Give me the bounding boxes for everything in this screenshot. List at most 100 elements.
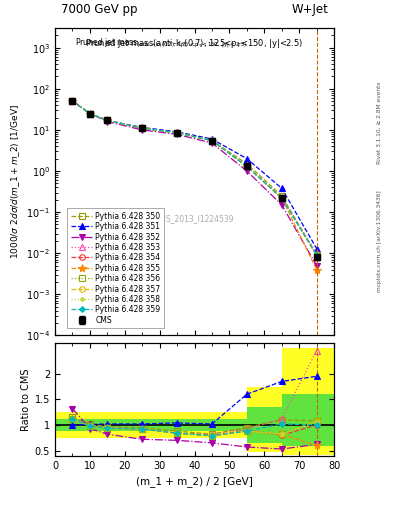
Pythia 6.428 351 [105, 117, 110, 123]
Pythia 6.428 350 [175, 130, 180, 136]
Pythia 6.428 355 [140, 125, 145, 131]
Pythia 6.428 352 [140, 127, 145, 133]
Pythia 6.428 351 [175, 129, 180, 135]
Pythia 6.428 350 [140, 125, 145, 131]
Pythia 6.428 357 [140, 125, 145, 131]
Pythia 6.428 351 [88, 111, 92, 117]
Pythia 6.428 350 [279, 193, 284, 199]
Pythia 6.428 352 [314, 263, 319, 269]
Pythia 6.428 353 [140, 125, 145, 131]
Pythia 6.428 358 [175, 130, 180, 136]
Line: Pythia 6.428 355: Pythia 6.428 355 [68, 97, 321, 274]
Pythia 6.428 350 [209, 138, 214, 144]
Pythia 6.428 354 [70, 98, 75, 104]
Pythia 6.428 358 [314, 252, 319, 258]
Line: Pythia 6.428 359: Pythia 6.428 359 [70, 99, 319, 257]
Pythia 6.428 351 [209, 136, 214, 142]
Pythia 6.428 358 [140, 125, 145, 131]
Pythia 6.428 350 [244, 161, 249, 167]
Pythia 6.428 352 [244, 168, 249, 174]
Pythia 6.428 358 [105, 117, 110, 123]
Pythia 6.428 354 [244, 163, 249, 169]
Pythia 6.428 353 [209, 138, 214, 144]
Line: Pythia 6.428 352: Pythia 6.428 352 [70, 98, 320, 268]
Text: mcplots.cern.ch [arXiv:1306.3436]: mcplots.cern.ch [arXiv:1306.3436] [377, 190, 382, 291]
Pythia 6.428 355 [314, 266, 319, 272]
Pythia 6.428 358 [244, 163, 249, 169]
Pythia 6.428 353 [314, 250, 319, 257]
Pythia 6.428 357 [244, 163, 249, 169]
Text: W+Jet: W+Jet [292, 3, 329, 16]
Pythia 6.428 355 [88, 111, 92, 117]
Pythia 6.428 355 [175, 130, 180, 136]
Pythia 6.428 351 [244, 156, 249, 162]
Pythia 6.428 359 [88, 111, 92, 117]
X-axis label: (m_1 + m_2) / 2 [GeV]: (m_1 + m_2) / 2 [GeV] [136, 476, 253, 487]
Pythia 6.428 358 [70, 98, 75, 104]
Pythia 6.428 354 [140, 125, 145, 131]
Pythia 6.428 352 [209, 140, 214, 146]
Pythia 6.428 350 [314, 252, 319, 258]
Pythia 6.428 356 [140, 125, 145, 131]
Pythia 6.428 358 [209, 138, 214, 144]
Text: Pruned jet mass$_{\mathregular{(anti-k_T(0.7),\ 125<p_T<150,\ |y|<2.5)}}$: Pruned jet mass$_{\mathregular{(anti-k_T… [75, 37, 247, 52]
Pythia 6.428 356 [314, 252, 319, 258]
Pythia 6.428 358 [279, 195, 284, 201]
Pythia 6.428 353 [175, 130, 180, 136]
Pythia 6.428 351 [279, 185, 284, 191]
Pythia 6.428 355 [70, 98, 75, 104]
Pythia 6.428 351 [70, 98, 75, 104]
Line: Pythia 6.428 358: Pythia 6.428 358 [69, 98, 320, 259]
Pythia 6.428 351 [314, 245, 319, 251]
Line: Pythia 6.428 356: Pythia 6.428 356 [70, 98, 320, 258]
Pythia 6.428 353 [70, 98, 75, 104]
Pythia 6.428 359 [244, 163, 249, 169]
Pythia 6.428 352 [70, 97, 75, 103]
Pythia 6.428 354 [105, 117, 110, 123]
Text: 7000 GeV pp: 7000 GeV pp [61, 3, 137, 16]
Pythia 6.428 356 [88, 111, 92, 117]
Pythia 6.428 355 [279, 195, 284, 201]
Pythia 6.428 358 [88, 111, 92, 117]
Line: Pythia 6.428 354: Pythia 6.428 354 [70, 98, 320, 258]
Pythia 6.428 353 [88, 111, 92, 117]
Pythia 6.428 359 [279, 195, 284, 201]
Pythia 6.428 353 [279, 195, 284, 201]
Pythia 6.428 359 [70, 98, 75, 104]
Pythia 6.428 357 [105, 117, 110, 123]
Pythia 6.428 354 [175, 130, 180, 136]
Text: CMS_2013_I1224539: CMS_2013_I1224539 [155, 214, 234, 223]
Pythia 6.428 356 [105, 117, 110, 123]
Line: Pythia 6.428 357: Pythia 6.428 357 [70, 98, 320, 258]
Line: Pythia 6.428 351: Pythia 6.428 351 [70, 98, 320, 251]
Pythia 6.428 356 [209, 138, 214, 144]
Pythia 6.428 352 [175, 131, 180, 137]
Pythia 6.428 355 [209, 138, 214, 144]
Pythia 6.428 352 [279, 202, 284, 208]
Pythia 6.428 356 [244, 163, 249, 169]
Pythia 6.428 356 [279, 195, 284, 201]
Y-axis label: Ratio to CMS: Ratio to CMS [20, 368, 31, 431]
Text: Rivet 3.1.10, ≥ 2.8M events: Rivet 3.1.10, ≥ 2.8M events [377, 81, 382, 164]
Legend: Pythia 6.428 350, Pythia 6.428 351, Pythia 6.428 352, Pythia 6.428 353, Pythia 6: Pythia 6.428 350, Pythia 6.428 351, Pyth… [67, 208, 164, 329]
Pythia 6.428 357 [209, 138, 214, 144]
Pythia 6.428 357 [279, 195, 284, 201]
Pythia 6.428 353 [105, 117, 110, 123]
Pythia 6.428 356 [70, 98, 75, 104]
Pythia 6.428 351 [140, 124, 145, 131]
Y-axis label: $1000/\sigma\ 2d\sigma/d(m\_1 + m\_2)\ [1/\mathrm{GeV}]$: $1000/\sigma\ 2d\sigma/d(m\_1 + m\_2)\ [… [9, 104, 22, 259]
Pythia 6.428 357 [70, 98, 75, 104]
Pythia 6.428 354 [279, 195, 284, 201]
Pythia 6.428 359 [105, 117, 110, 123]
Pythia 6.428 357 [314, 252, 319, 258]
Pythia 6.428 359 [314, 252, 319, 258]
Line: Pythia 6.428 350: Pythia 6.428 350 [70, 98, 320, 258]
Pythia 6.428 352 [105, 118, 110, 124]
Pythia 6.428 359 [175, 130, 180, 136]
Pythia 6.428 350 [105, 117, 110, 123]
Pythia 6.428 354 [88, 111, 92, 117]
Pythia 6.428 353 [244, 163, 249, 169]
Pythia 6.428 352 [88, 111, 92, 117]
Pythia 6.428 357 [88, 111, 92, 117]
Pythia 6.428 354 [209, 138, 214, 144]
